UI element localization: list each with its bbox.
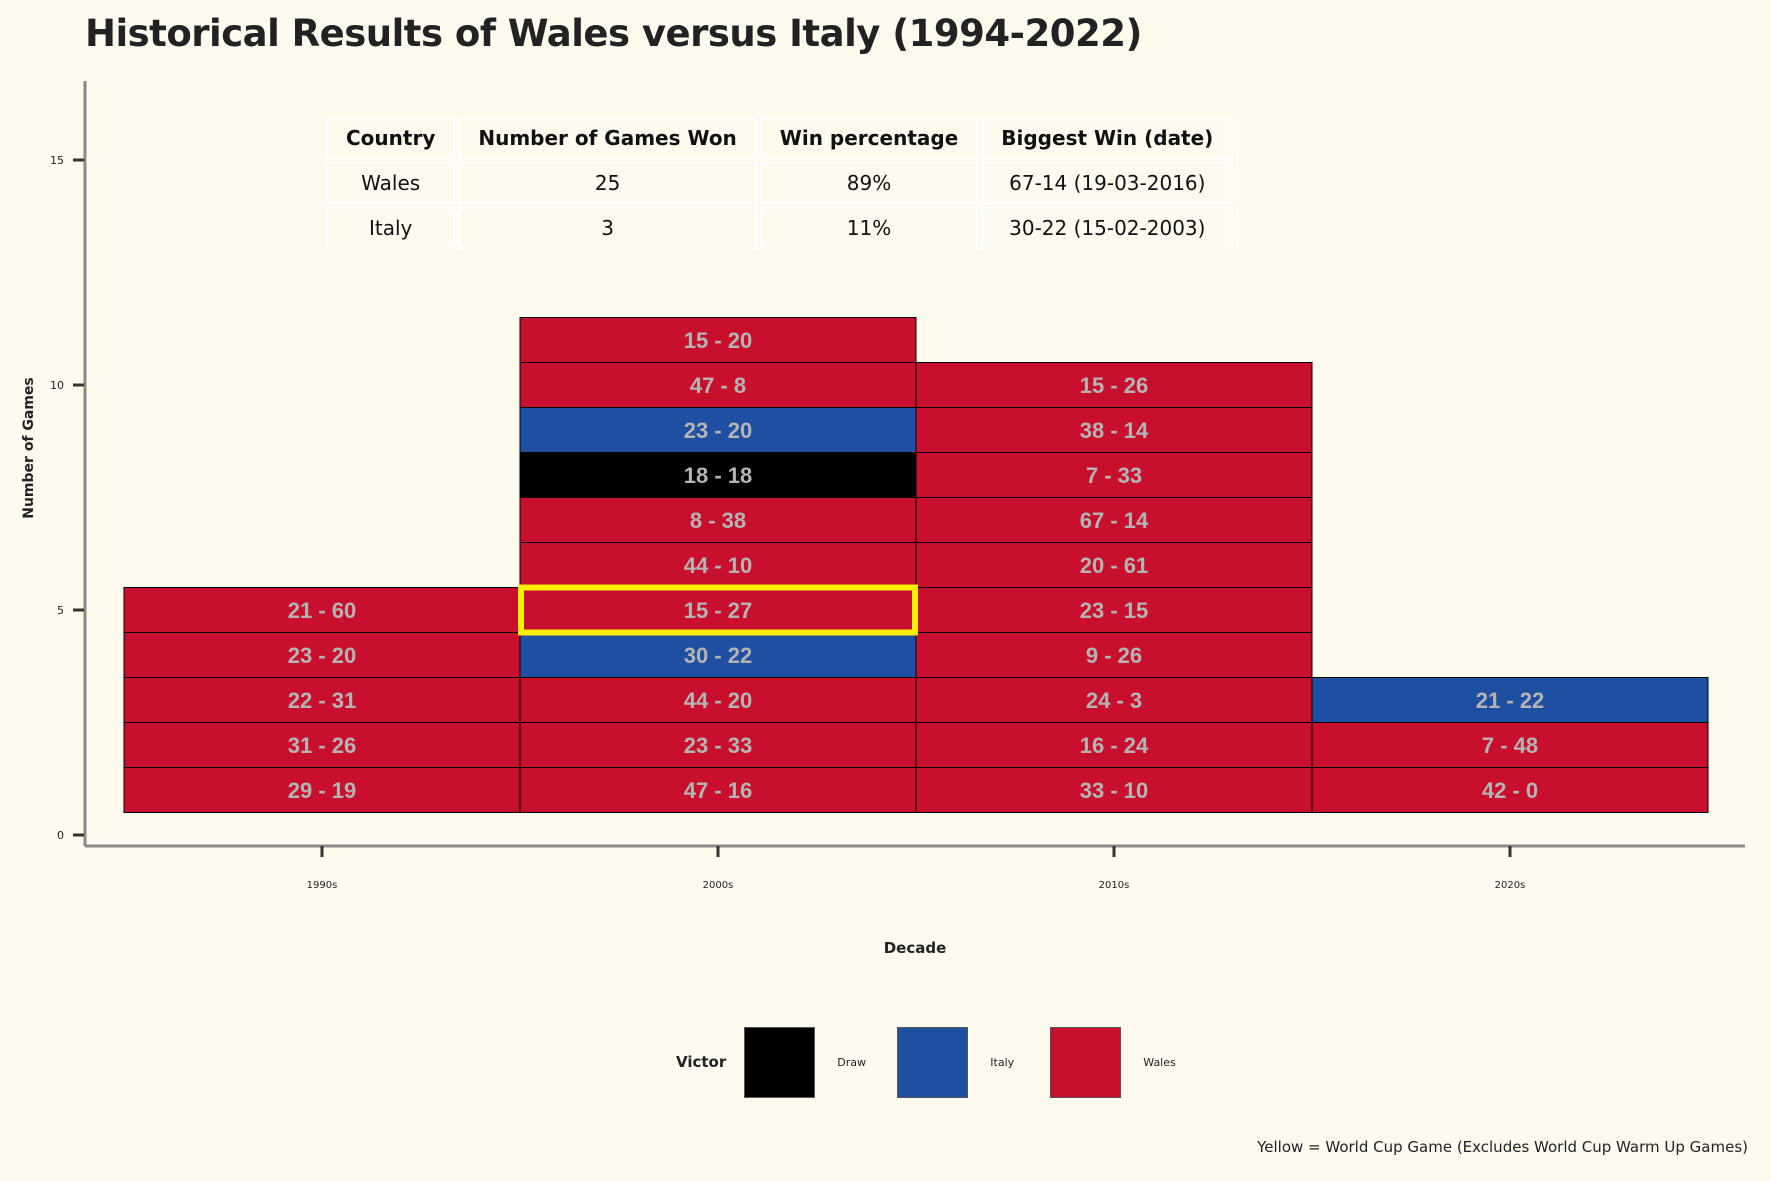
y-tick-label: 0 bbox=[57, 829, 64, 842]
tile-score-label: 9 - 26 bbox=[1086, 643, 1142, 668]
legend-swatch-italy bbox=[897, 1026, 969, 1098]
summary-table: Country Number of Games Won Win percenta… bbox=[323, 114, 1236, 252]
tile-wales bbox=[915, 542, 1313, 588]
summary-cell: 67-14 (19-03-2016) bbox=[981, 162, 1234, 204]
tile-score-label: 21 - 60 bbox=[288, 598, 357, 623]
tile-score-label: 23 - 20 bbox=[288, 643, 357, 668]
tile-score-label: 23 - 33 bbox=[684, 733, 753, 758]
tile-score-label: 44 - 10 bbox=[684, 553, 753, 578]
tile-score-label: 24 - 3 bbox=[1086, 688, 1142, 713]
tile-score-label: 15 - 27 bbox=[684, 598, 753, 623]
legend-swatch-wales bbox=[1050, 1026, 1122, 1098]
tile-draw bbox=[519, 452, 917, 498]
tile-wales bbox=[519, 587, 917, 633]
tile-score-label: 7 - 33 bbox=[1086, 463, 1142, 488]
legend-swatch-draw bbox=[744, 1026, 816, 1098]
summary-cell: Italy bbox=[326, 207, 456, 249]
summary-cell: 30-22 (15-02-2003) bbox=[981, 207, 1234, 249]
tile-score-label: 47 - 16 bbox=[684, 778, 753, 803]
tile-wales bbox=[915, 767, 1313, 813]
tile-wales bbox=[915, 362, 1313, 408]
tile-wales bbox=[519, 542, 917, 588]
legend-title: Victor bbox=[676, 1053, 727, 1071]
tile-score-label: 16 - 24 bbox=[1080, 733, 1149, 758]
tile-wales bbox=[123, 632, 521, 678]
summary-cell: 3 bbox=[458, 207, 757, 249]
legend-label-wales: Wales bbox=[1143, 1055, 1176, 1069]
summary-cell: 11% bbox=[759, 207, 979, 249]
y-tick-label: 5 bbox=[57, 604, 64, 617]
tile-italy bbox=[519, 407, 917, 453]
tile-wales bbox=[123, 587, 521, 633]
tile-score-label: 23 - 15 bbox=[1080, 598, 1149, 623]
legend-item-italy: Italy bbox=[897, 1026, 1028, 1098]
summary-cell: 25 bbox=[458, 162, 757, 204]
tile-score-label: 31 - 26 bbox=[288, 733, 357, 758]
y-axis-title: Number of Games bbox=[21, 377, 37, 519]
tile-wales bbox=[915, 497, 1313, 543]
x-tick-label: 2010s bbox=[1099, 880, 1130, 891]
tile-score-label: 22 - 31 bbox=[288, 688, 357, 713]
tile-wales bbox=[123, 677, 521, 723]
tile-wales bbox=[519, 362, 917, 408]
legend-label-draw: Draw bbox=[837, 1055, 866, 1069]
tile-italy bbox=[1311, 677, 1709, 723]
x-tick-label: 2020s bbox=[1495, 880, 1526, 891]
tile-wales bbox=[519, 767, 917, 813]
tile-wales bbox=[915, 452, 1313, 498]
summary-header-cell: Biggest Win (date) bbox=[981, 117, 1234, 159]
x-tick-label: 1990s bbox=[307, 880, 338, 891]
tile-italy bbox=[519, 632, 917, 678]
summary-header-cell: Number of Games Won bbox=[458, 117, 757, 159]
tile-score-label: 44 - 20 bbox=[684, 688, 753, 713]
legend-item-wales: Wales bbox=[1050, 1026, 1181, 1098]
y-tick-label: 10 bbox=[50, 379, 64, 392]
world-cup-highlight bbox=[518, 584, 918, 636]
tile-wales bbox=[519, 722, 917, 768]
chart-title: Historical Results of Wales versus Italy… bbox=[85, 12, 1142, 55]
tile-score-label: 47 - 8 bbox=[690, 373, 746, 398]
tile-wales bbox=[519, 677, 917, 723]
legend-item-draw: Draw bbox=[744, 1026, 875, 1098]
tile-score-label: 15 - 26 bbox=[1080, 373, 1149, 398]
chart-caption: Yellow = World Cup Game (Excludes World … bbox=[1257, 1138, 1748, 1156]
tile-score-label: 29 - 19 bbox=[288, 778, 357, 803]
tile-score-label: 23 - 20 bbox=[684, 418, 753, 443]
summary-table-row: Wales 25 89% 67-14 (19-03-2016) bbox=[326, 162, 1234, 204]
tile-score-label: 8 - 38 bbox=[690, 508, 746, 533]
tile-wales bbox=[915, 632, 1313, 678]
summary-cell: Wales bbox=[326, 162, 456, 204]
tile-score-label: 18 - 18 bbox=[684, 463, 753, 488]
legend-label-italy: Italy bbox=[990, 1055, 1015, 1069]
tile-score-label: 42 - 0 bbox=[1482, 778, 1538, 803]
summary-table-row: Italy 3 11% 30-22 (15-02-2003) bbox=[326, 207, 1234, 249]
summary-table-header-row: Country Number of Games Won Win percenta… bbox=[326, 117, 1234, 159]
tile-score-label: 67 - 14 bbox=[1080, 508, 1149, 533]
tile-score-label: 21 - 22 bbox=[1476, 688, 1545, 713]
tile-wales bbox=[123, 722, 521, 768]
tile-wales bbox=[123, 767, 521, 813]
tile-wales bbox=[519, 317, 917, 363]
tile-score-label: 15 - 20 bbox=[684, 328, 753, 353]
tile-score-label: 7 - 48 bbox=[1482, 733, 1538, 758]
tile-score-label: 20 - 61 bbox=[1080, 553, 1149, 578]
tile-score-label: 33 - 10 bbox=[1080, 778, 1149, 803]
legend: Victor Draw Italy Wales bbox=[676, 1026, 1203, 1098]
tile-score-label: 38 - 14 bbox=[1080, 418, 1149, 443]
y-tick-label: 15 bbox=[50, 154, 64, 167]
summary-cell: 89% bbox=[759, 162, 979, 204]
x-axis-title: Decade bbox=[884, 939, 947, 957]
tile-score-label: 30 - 22 bbox=[684, 643, 753, 668]
tile-wales bbox=[915, 407, 1313, 453]
summary-header-cell: Win percentage bbox=[759, 117, 979, 159]
tile-wales bbox=[915, 677, 1313, 723]
summary-header-cell: Country bbox=[326, 117, 456, 159]
x-tick-label: 2000s bbox=[703, 880, 734, 891]
